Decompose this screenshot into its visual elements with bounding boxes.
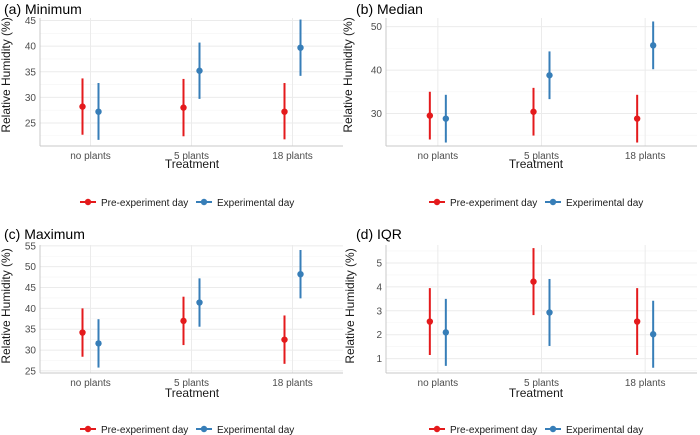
y-tick-label: 50	[25, 262, 37, 273]
point-exp-5-plants	[196, 67, 203, 74]
y-tick-label: 40	[25, 304, 37, 315]
y-tick-label: 25	[25, 118, 37, 129]
legend-pre-marker	[433, 198, 441, 206]
y-tick-label: 4	[376, 282, 382, 293]
x-tick-label: 18 plants	[625, 151, 666, 162]
x-tick-label: 18 plants	[272, 378, 313, 389]
plot-area: 25 30 35 40 45 no plants 5 plants 18 plants	[25, 16, 343, 162]
legend: Pre-experiment day Experimental day	[80, 425, 294, 435]
point-pre-18-plants	[633, 115, 641, 122]
panel-title: (b) Median	[356, 1, 423, 17]
legend-pre-label: Pre-experiment day	[450, 425, 537, 435]
legend: Pre-experiment day Experimental day	[429, 198, 643, 209]
y-axis-title: Relative Humidity (%)	[341, 17, 355, 132]
x-axis-title: Treatment	[509, 157, 564, 171]
panel-title: (d) IQR	[356, 226, 402, 242]
point-pre-5-plants	[530, 108, 537, 115]
point-pre-no-plants	[426, 112, 434, 119]
x-tick-label: no plants	[418, 151, 459, 162]
x-tick-label: no plants	[70, 151, 111, 162]
legend-exp-marker	[549, 198, 557, 206]
legend: Pre-experiment day Experimental day	[429, 425, 643, 435]
y-tick-label: 30	[25, 93, 37, 104]
point-exp-no-plants	[95, 108, 102, 115]
y-tick-label: 2	[376, 330, 382, 341]
legend-exp-marker	[200, 198, 208, 206]
x-tick-label: no plants	[418, 378, 459, 389]
point-exp-18-plants	[297, 44, 304, 51]
x-tick-label: 18 plants	[272, 151, 313, 162]
point-pre-no-plants	[79, 329, 86, 336]
y-tick-label: 35	[25, 67, 37, 78]
legend-exp-marker	[549, 425, 557, 433]
legend-pre-marker	[433, 425, 441, 433]
y-tick-label: 55	[25, 241, 37, 252]
legend-pre-marker	[84, 198, 92, 206]
point-pre-18-plants	[281, 336, 288, 343]
point-exp-5-plants	[196, 299, 203, 306]
legend-exp-label: Experimental day	[217, 425, 294, 435]
panel-title: (c) Maximum	[4, 226, 85, 242]
x-axis-title: Treatment	[165, 386, 220, 400]
point-exp-5-plants	[546, 309, 553, 316]
y-tick-label: 30	[371, 109, 383, 120]
point-exp-no-plants	[95, 340, 102, 347]
y-tick-label: 50	[371, 22, 383, 33]
x-axis-title: Treatment	[165, 157, 220, 171]
point-pre-5-plants	[530, 278, 537, 285]
legend-pre-label: Pre-experiment day	[450, 198, 537, 209]
x-tick-label: 5 plants	[174, 151, 209, 162]
x-tick-label: 5 plants	[174, 378, 209, 389]
panel-b: (b) Median 30 40 50 no plants 5 plants 18 pla…	[341, 1, 697, 171]
legend-pre-label: Pre-experiment day	[101, 425, 188, 435]
legend-pre-label: Pre-experiment day	[101, 198, 188, 209]
point-pre-no-plants	[79, 103, 86, 110]
y-tick-label: 45	[25, 16, 37, 27]
point-pre-5-plants	[180, 317, 187, 325]
y-axis-title: Relative Humidity (%)	[0, 248, 13, 363]
y-tick-label: 1	[376, 354, 382, 365]
x-axis-title: Treatment	[509, 386, 564, 400]
legend-exp-label: Experimental day	[566, 198, 643, 209]
point-exp-no-plants	[442, 329, 450, 336]
y-tick-label: 40	[371, 66, 383, 77]
point-pre-18-plants	[281, 108, 288, 115]
panel-c: (c) Maximum 25 30 35 40 45 50 55 no plants 5 pla…	[0, 226, 343, 400]
y-axis-title: Relative Humidity (%)	[343, 248, 357, 363]
panel-title: (a) Minimum	[4, 1, 82, 17]
x-tick-label: 18 plants	[625, 378, 666, 389]
x-tick-label: no plants	[70, 378, 111, 389]
point-exp-18-plants	[297, 270, 304, 278]
point-exp-no-plants	[442, 115, 450, 122]
x-tick-label: 5 plants	[524, 378, 559, 389]
legend: Pre-experiment day Experimental day	[80, 198, 294, 209]
y-tick-label: 40	[25, 42, 37, 53]
x-tick-label: 5 plants	[524, 151, 559, 162]
legend-exp-label: Experimental day	[217, 198, 294, 209]
y-tick-label: 30	[25, 346, 37, 357]
point-exp-18-plants	[649, 42, 657, 49]
y-axis-title: Relative Humidity (%)	[0, 17, 13, 132]
plot-area: 30 40 50 no plants 5 plants 18 plants	[371, 18, 697, 162]
y-tick-label: 3	[376, 306, 382, 317]
point-exp-5-plants	[546, 72, 553, 79]
y-tick-label: 35	[25, 325, 37, 336]
plot-area: 25 30 35 40 45 50 55 no plants 5 plants 18 plants	[25, 241, 343, 389]
panel-a: (a) Minimum 25 30 35 40 45 no plants 5 plants 1…	[0, 1, 343, 171]
legend-exp-label: Experimental day	[566, 425, 643, 435]
y-tick-label: 25	[25, 366, 37, 377]
point-pre-18-plants	[633, 318, 641, 325]
legend-pre-marker	[84, 425, 92, 433]
y-tick-label: 45	[25, 283, 37, 294]
legend-exp-marker	[200, 425, 208, 433]
y-tick-label: 5	[376, 258, 382, 269]
point-pre-5-plants	[180, 104, 187, 111]
point-exp-18-plants	[649, 331, 657, 338]
plot-area: 1 2 3 4 5 no plants 5 plants 18 plants	[376, 245, 697, 389]
point-pre-no-plants	[426, 318, 434, 325]
